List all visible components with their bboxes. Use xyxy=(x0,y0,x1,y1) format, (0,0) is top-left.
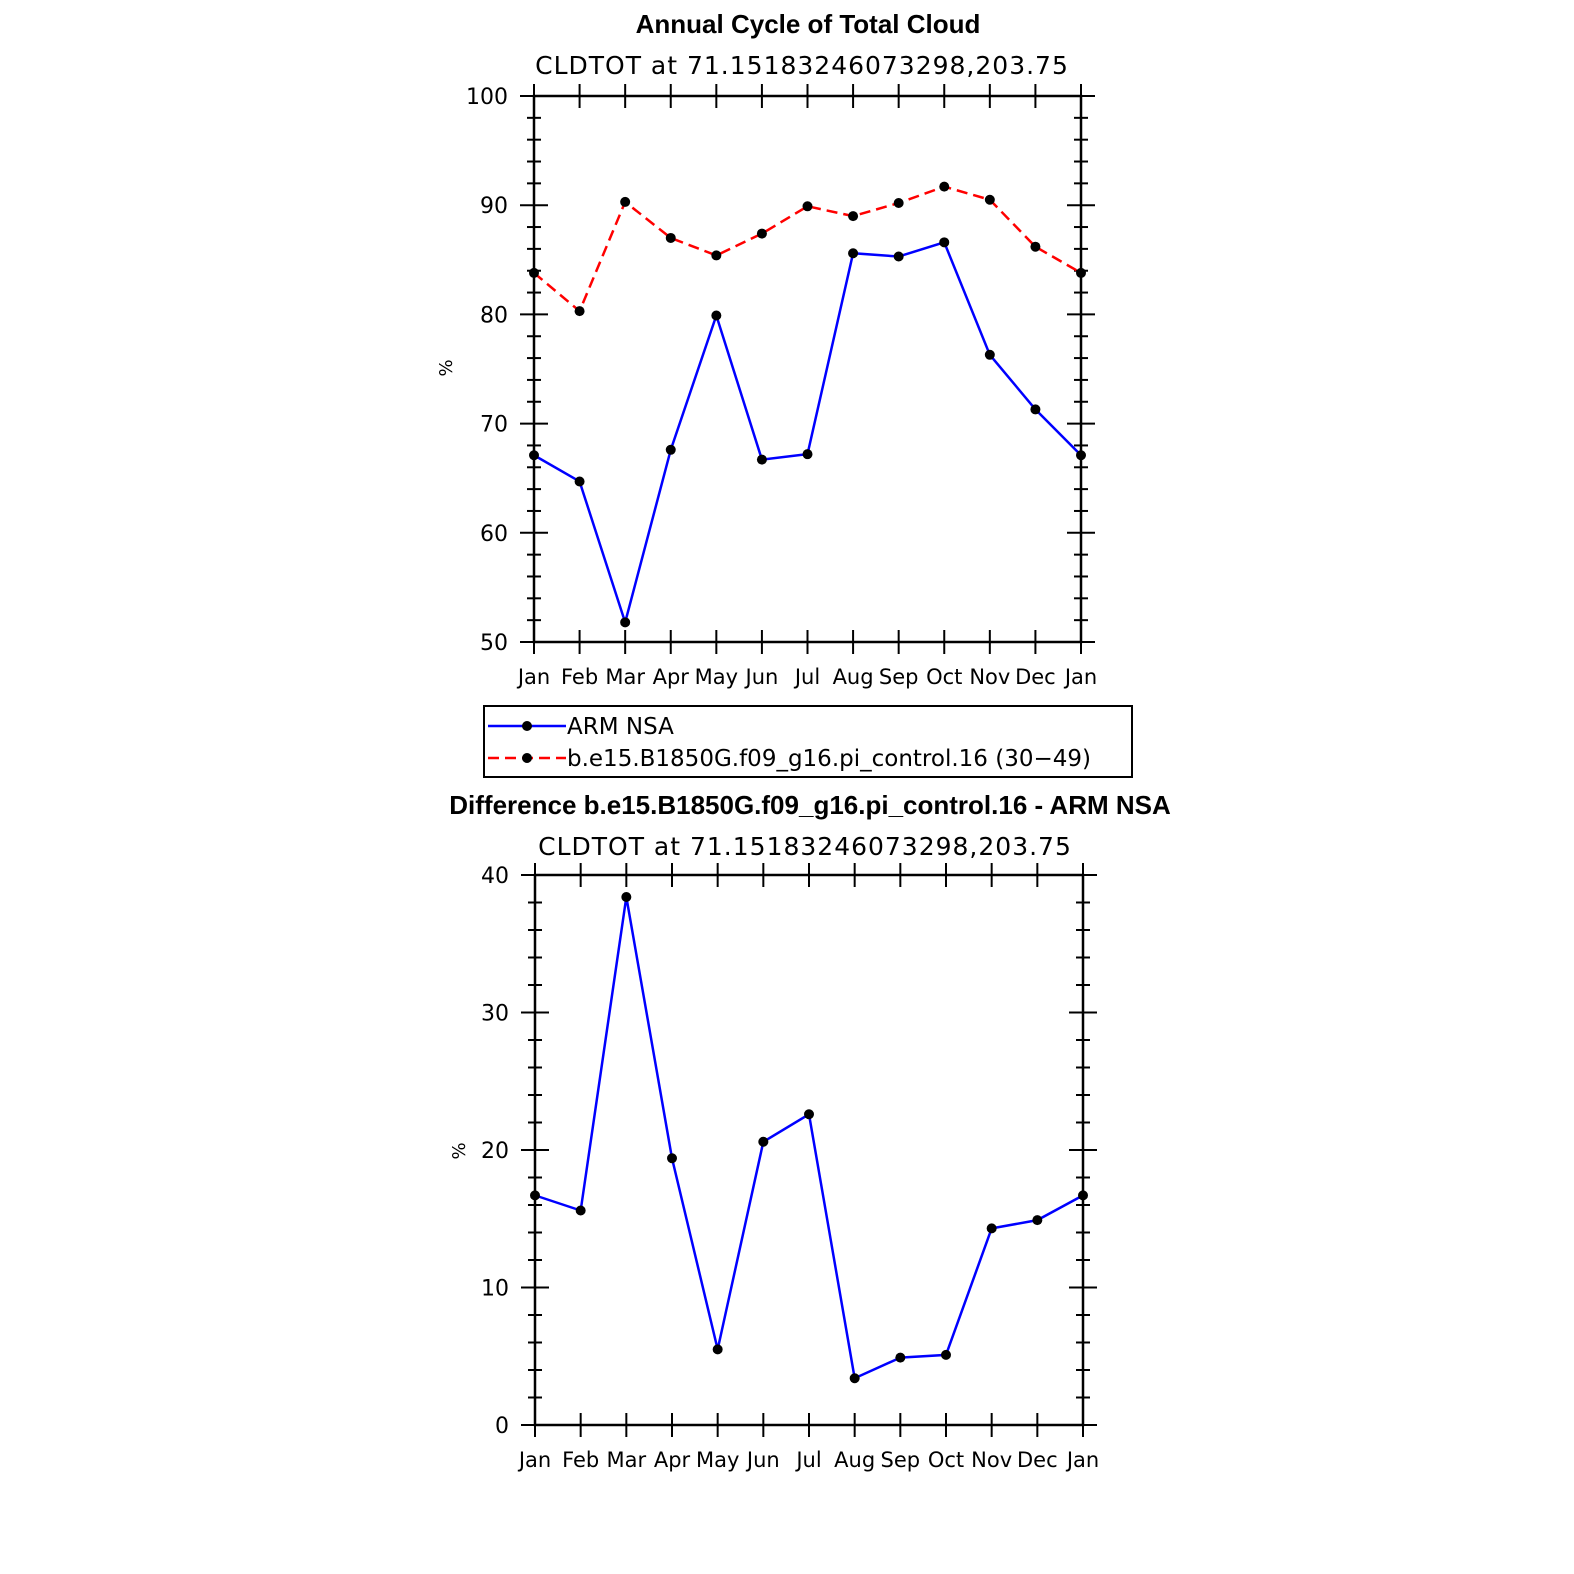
legend-marker-arm xyxy=(522,721,532,731)
top-chart-series-1-point xyxy=(984,194,995,205)
top-plot-area: Jan Feb Mar Apr May Jun Jul Aug Sep Oct Nov Dec Jan 5… xyxy=(466,84,1097,689)
top-chart-series-0-line xyxy=(533,240,1082,627)
top-chart-xtick-label: Jul xyxy=(793,665,820,689)
top-chart-ytick-label: 90 xyxy=(480,194,508,219)
top-chart-ytick-label: 100 xyxy=(466,85,508,110)
bottom-chart-series-0-point xyxy=(941,1349,951,1360)
top-chart-xtick-label: Nov xyxy=(969,665,1010,689)
bottom-chart-ytick-label: 10 xyxy=(481,1277,509,1302)
top-chart-xtick-label: Jan xyxy=(516,665,550,689)
top-chart-title: Annual Cycle of Total Cloud xyxy=(636,9,981,39)
top-chart-ylabel: % xyxy=(436,359,457,376)
bottom-chart-series-0-point xyxy=(667,1153,677,1164)
bottom-chart-xtick-label: May xyxy=(696,1448,739,1472)
bottom-chart-series-0-point xyxy=(758,1136,769,1147)
bottom-chart-xtick-label: Dec xyxy=(1017,1448,1058,1472)
bottom-chart-series-0-point xyxy=(530,1190,540,1201)
top-chart-series-0-point xyxy=(574,476,585,487)
top-chart: Annual Cycle of Total Cloud CLDTOT at 71… xyxy=(436,9,1097,689)
top-chart-xtick-label: Jun xyxy=(744,665,779,689)
top-chart-ytick-label: 80 xyxy=(480,303,508,328)
top-chart-series-0-point xyxy=(529,450,539,461)
top-chart-xtick-label: Oct xyxy=(926,665,962,689)
bottom-chart-xtick-label: Feb xyxy=(562,1448,599,1472)
top-chart-subtitle: CLDTOT at 71.15183246073298,203.75 xyxy=(535,51,1069,80)
bottom-chart-series-0-point xyxy=(712,1344,723,1355)
bottom-chart-xtick-label: Aug xyxy=(834,1448,875,1472)
top-chart-series-1-point xyxy=(939,181,950,192)
top-chart-series-0-point xyxy=(665,444,676,455)
bottom-chart-ytick-label: 30 xyxy=(481,1002,509,1027)
top-chart-xtick-label: Apr xyxy=(653,665,690,689)
top-chart-xtick-label: Jan xyxy=(1063,665,1097,689)
legend-box xyxy=(483,705,1133,778)
top-chart-series-1-point xyxy=(848,211,859,222)
legend: ARM NSA b.e15.B1850G.f09_g16.pi_control.… xyxy=(483,705,1133,778)
bottom-plot-area: Jan Feb Mar Apr May Jun Jul Aug Sep Oct Nov Dec Jan 0… xyxy=(481,863,1099,1472)
top-chart-series-0-point xyxy=(620,617,631,628)
bottom-chart-ytick-label: 40 xyxy=(481,864,509,889)
top-chart-series-1-point xyxy=(529,267,539,278)
bottom-chart-series-0-point xyxy=(1078,1190,1088,1201)
bottom-chart-xtick-label: Sep xyxy=(881,1448,921,1472)
top-chart-series-0-point xyxy=(848,248,859,259)
top-chart-xtick-label: Aug xyxy=(833,665,874,689)
bottom-chart-subtitle: CLDTOT at 71.15183246073298,203.75 xyxy=(538,832,1072,861)
bottom-chart-series-0-point xyxy=(621,892,632,902)
bottom-chart-xtick-label: Jan xyxy=(1065,1448,1099,1472)
bottom-chart-series-0-point xyxy=(1032,1215,1043,1226)
bottom-chart-xtick-label: Nov xyxy=(971,1448,1012,1472)
bottom-chart-series-0-point xyxy=(849,1373,860,1384)
top-chart-series-0-point xyxy=(939,237,950,248)
top-chart-series-1-point xyxy=(711,250,722,261)
top-chart-ytick-label: 60 xyxy=(480,522,508,547)
top-chart-series-0-point xyxy=(756,454,767,465)
bottom-chart-ytick-label: 0 xyxy=(495,1414,509,1439)
bottom-chart-series-0-point xyxy=(986,1223,997,1234)
top-chart-ytick-label: 70 xyxy=(480,413,508,438)
top-chart-series-1-point xyxy=(756,228,767,239)
top-chart-xtick-label: Sep xyxy=(879,665,919,689)
bottom-chart-ylabel: % xyxy=(449,1142,470,1159)
top-chart-series-0-point xyxy=(893,251,904,262)
top-chart-series-1-point xyxy=(620,196,631,207)
top-chart-xtick-label: Mar xyxy=(605,665,645,689)
bottom-chart-xtick-label: Mar xyxy=(607,1448,647,1472)
legend-marker-model xyxy=(522,753,532,763)
legend-label-arm: ARM NSA xyxy=(567,714,674,740)
top-chart-series-1-point xyxy=(665,232,676,243)
legend-label-model: b.e15.B1850G.f09_g16.pi_control.16 (30−4… xyxy=(567,746,1091,772)
top-chart-series-0-point xyxy=(802,449,813,460)
bottom-chart-title: Difference b.e15.B1850G.f09_g16.pi_contr… xyxy=(449,790,1171,820)
top-chart-series-1-point xyxy=(802,201,813,212)
bottom-chart-xtick-label: Apr xyxy=(654,1448,691,1472)
top-chart-series-1-point xyxy=(893,198,904,209)
top-chart-series-0-point xyxy=(711,310,722,321)
bottom-chart-xtick-label: Jun xyxy=(745,1448,780,1472)
bottom-chart-series-0-point xyxy=(804,1109,814,1120)
top-chart-xtick-label: Feb xyxy=(561,665,598,689)
top-chart-series-0-point xyxy=(1076,450,1086,461)
top-chart-xtick-label: Dec xyxy=(1015,665,1056,689)
top-chart-series-1-point xyxy=(1076,267,1086,278)
top-chart-series-0-point xyxy=(984,349,995,360)
bottom-chart-series-0-point xyxy=(575,1205,586,1216)
top-chart-xtick-label: May xyxy=(695,665,738,689)
bottom-chart-xtick-label: Jan xyxy=(517,1448,551,1472)
bottom-chart-series-0-point xyxy=(895,1352,906,1363)
top-chart-series-0-point xyxy=(1030,404,1041,415)
bottom-chart-ytick-label: 20 xyxy=(481,1139,509,1164)
top-chart-series-1-point xyxy=(574,306,585,317)
bottom-chart-series-0-line xyxy=(534,896,1084,1381)
bottom-chart-xtick-label: Oct xyxy=(928,1448,964,1472)
top-chart-series-1-point xyxy=(1030,241,1041,252)
top-chart-frame xyxy=(532,94,1083,644)
bottom-chart: Difference b.e15.B1850G.f09_g16.pi_contr… xyxy=(449,790,1171,1472)
bottom-chart-xtick-label: Jul xyxy=(794,1448,821,1472)
top-chart-ytick-label: 50 xyxy=(480,631,508,656)
